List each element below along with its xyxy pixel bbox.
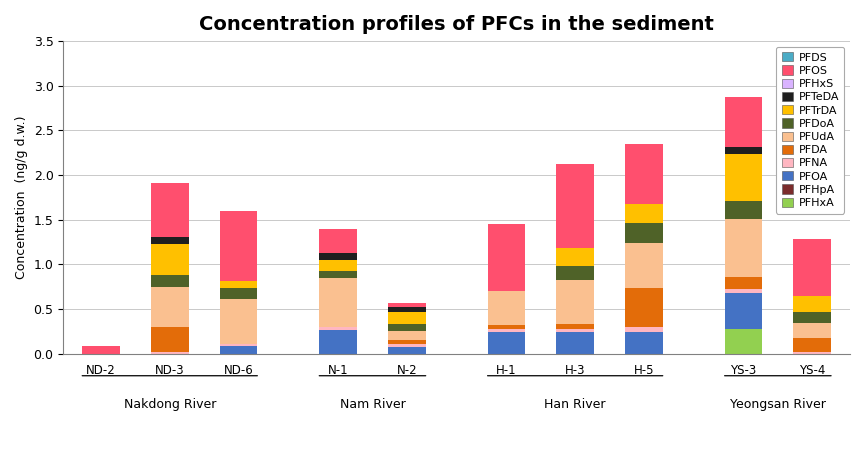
Bar xyxy=(82,346,120,354)
Bar xyxy=(725,201,762,219)
Bar xyxy=(793,296,831,312)
Text: Han River: Han River xyxy=(544,397,606,411)
Bar xyxy=(725,219,762,277)
Bar xyxy=(220,211,258,280)
Bar xyxy=(488,291,525,325)
Bar xyxy=(556,332,594,354)
Bar xyxy=(388,307,426,312)
Bar xyxy=(556,164,594,248)
Title: Concentration profiles of PFCs in the sediment: Concentration profiles of PFCs in the se… xyxy=(199,15,714,34)
Bar xyxy=(488,329,525,332)
Bar xyxy=(488,224,525,291)
Bar xyxy=(488,332,525,354)
Bar xyxy=(388,347,426,354)
Bar xyxy=(388,344,426,347)
Y-axis label: Concentration  (ng/g d.w.): Concentration (ng/g d.w.) xyxy=(15,116,28,279)
Bar xyxy=(625,327,663,331)
Bar xyxy=(319,253,357,260)
Bar xyxy=(488,325,525,329)
Bar xyxy=(625,288,663,327)
Bar xyxy=(151,183,189,237)
Bar xyxy=(319,330,357,354)
Bar xyxy=(151,244,189,275)
Bar xyxy=(220,288,258,299)
Bar xyxy=(725,288,762,293)
Bar xyxy=(725,329,762,354)
Bar xyxy=(725,98,762,147)
Bar xyxy=(388,303,426,307)
Bar xyxy=(725,154,762,201)
Bar xyxy=(220,299,258,344)
Bar xyxy=(556,266,594,280)
Bar xyxy=(725,147,762,154)
Bar xyxy=(793,323,831,338)
Text: Nam River: Nam River xyxy=(340,397,406,411)
Bar xyxy=(556,329,594,332)
Legend: PFDS, PFOS, PFHxS, PFTeDA, PFTrDA, PFDoA, PFUdA, PFDA, PFNA, PFOA, PFHpA, PFHxA: PFDS, PFOS, PFHxS, PFTeDA, PFTrDA, PFDoA… xyxy=(776,47,844,214)
Text: Yeongsan River: Yeongsan River xyxy=(730,397,826,411)
Bar xyxy=(220,346,258,354)
Bar xyxy=(388,331,426,340)
Bar xyxy=(151,275,189,287)
Bar xyxy=(220,344,258,346)
Bar xyxy=(793,338,831,352)
Bar xyxy=(319,278,357,327)
Bar xyxy=(625,204,663,223)
Bar xyxy=(725,277,762,288)
Bar xyxy=(388,324,426,331)
Bar xyxy=(556,324,594,329)
Bar xyxy=(319,327,357,330)
Bar xyxy=(220,280,258,288)
Bar xyxy=(793,312,831,323)
Bar xyxy=(625,243,663,288)
Text: Nakdong River: Nakdong River xyxy=(124,397,216,411)
Bar xyxy=(319,229,357,253)
Bar xyxy=(151,327,189,352)
Bar xyxy=(388,312,426,324)
Bar xyxy=(793,352,831,354)
Bar xyxy=(556,248,594,266)
Bar xyxy=(625,144,663,204)
Bar xyxy=(151,287,189,327)
Bar xyxy=(319,271,357,278)
Bar xyxy=(151,237,189,244)
Bar xyxy=(319,260,357,271)
Bar xyxy=(725,293,762,329)
Bar xyxy=(625,331,663,354)
Bar xyxy=(793,239,831,296)
Bar xyxy=(388,340,426,344)
Bar xyxy=(625,223,663,243)
Bar xyxy=(556,280,594,324)
Bar xyxy=(151,352,189,354)
